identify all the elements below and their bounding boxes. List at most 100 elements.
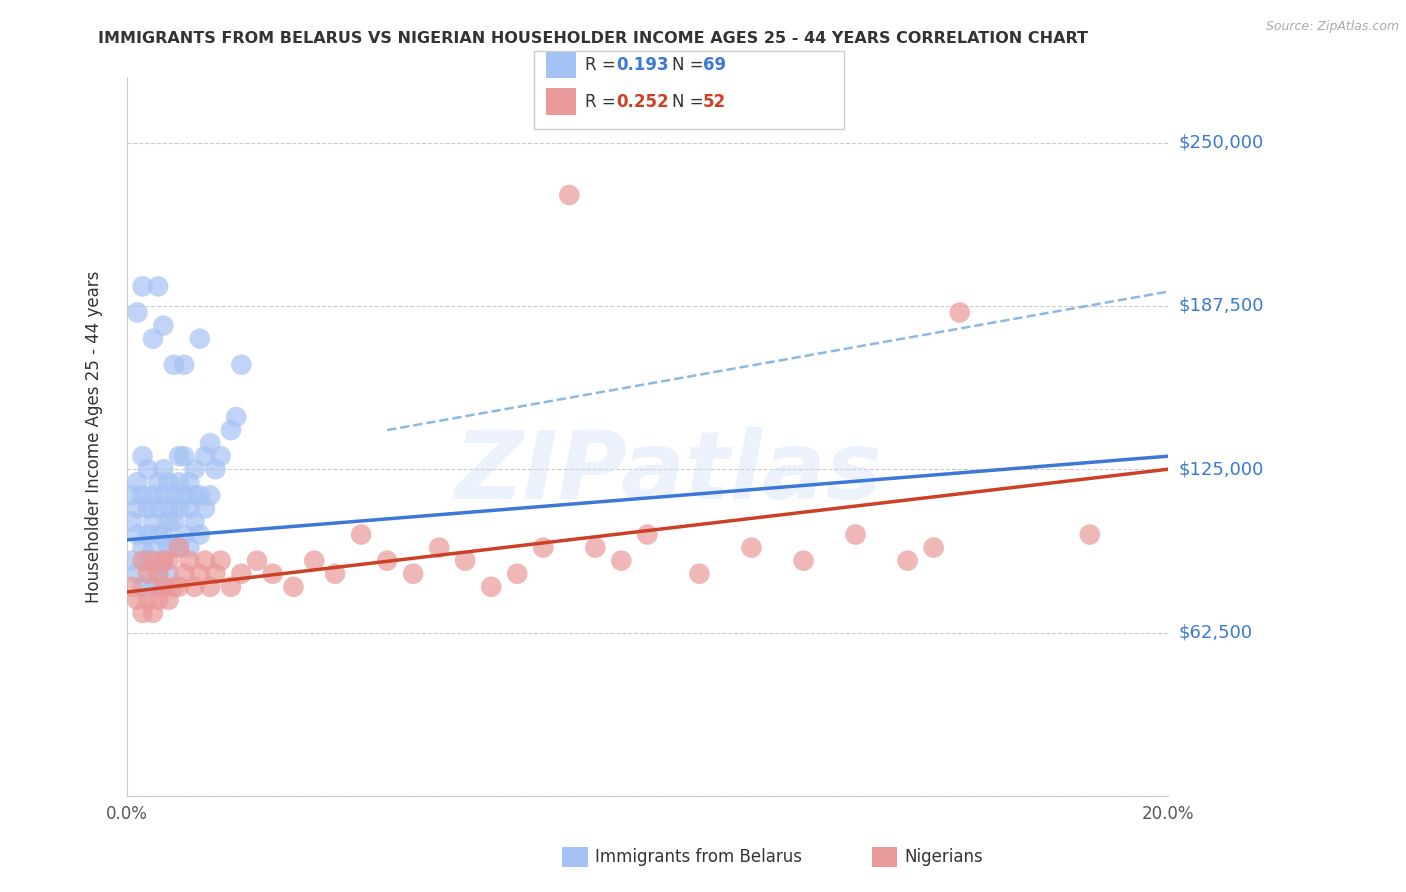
Point (375, 554, 398, 568)
Point (204, 566, 226, 581)
Point (179, 554, 201, 568)
Point (231, 566, 253, 581)
Point (146, 566, 169, 581)
Point (146, 566, 169, 581)
Point (558, 188, 581, 202)
Point (127, 475, 149, 490)
Point (350, 527, 373, 541)
Point (131, 606, 153, 620)
Point (127, 592, 149, 607)
Point (179, 475, 201, 490)
Point (167, 449, 190, 463)
Point (583, 541, 606, 555)
Text: $125,000: $125,000 (1180, 460, 1264, 478)
Point (152, 462, 174, 476)
Point (127, 305, 149, 319)
Point (688, 566, 710, 581)
Point (198, 488, 221, 502)
Point (173, 566, 195, 581)
Text: $250,000: $250,000 (1180, 134, 1264, 152)
Point (136, 592, 159, 607)
Point (142, 580, 165, 594)
Point (427, 541, 450, 555)
Text: Nigerians: Nigerians (904, 848, 983, 866)
Point (922, 541, 945, 555)
Point (194, 554, 217, 568)
Point (142, 332, 165, 346)
Point (131, 449, 153, 463)
Point (136, 554, 159, 568)
Point (167, 541, 190, 555)
Point (163, 488, 186, 502)
Point (304, 554, 326, 568)
Point (131, 279, 153, 293)
Point (636, 527, 658, 541)
Point (246, 554, 269, 568)
Point (323, 566, 346, 581)
Point (173, 358, 195, 372)
Point (142, 554, 165, 568)
Point (121, 488, 143, 502)
Text: 52: 52 (703, 93, 725, 111)
Point (131, 554, 153, 568)
Point (142, 606, 165, 620)
Point (152, 318, 174, 333)
Point (231, 358, 253, 372)
Point (1078, 527, 1101, 541)
Text: N =: N = (672, 56, 709, 74)
Point (949, 305, 972, 319)
Point (173, 527, 195, 541)
Point (209, 449, 232, 463)
Point (136, 566, 159, 581)
Point (127, 566, 149, 581)
Point (479, 580, 502, 594)
Point (136, 501, 159, 516)
Point (188, 332, 211, 346)
Point (131, 580, 153, 594)
Point (157, 541, 180, 555)
Text: N =: N = (672, 93, 709, 111)
Point (142, 554, 165, 568)
Point (152, 488, 174, 502)
Point (146, 279, 169, 293)
Text: IMMIGRANTS FROM BELARUS VS NIGERIAN HOUSEHOLDER INCOME AGES 25 - 44 YEARS CORREL: IMMIGRANTS FROM BELARUS VS NIGERIAN HOUS… (98, 31, 1088, 46)
Point (152, 527, 174, 541)
Y-axis label: Householder Income Ages 25 - 44 years: Householder Income Ages 25 - 44 years (86, 270, 103, 603)
Point (163, 515, 186, 529)
Point (198, 580, 221, 594)
Point (402, 566, 425, 581)
Point (194, 501, 217, 516)
Point (219, 580, 242, 594)
Point (188, 488, 211, 502)
Point (146, 592, 169, 607)
Point (146, 475, 169, 490)
Point (167, 580, 190, 594)
Point (219, 423, 242, 437)
Point (127, 527, 149, 541)
Point (209, 554, 232, 568)
Point (179, 541, 201, 555)
Point (121, 554, 143, 568)
Point (283, 580, 305, 594)
Text: 69: 69 (703, 56, 725, 74)
Point (173, 488, 195, 502)
Point (792, 554, 814, 568)
Point (163, 541, 186, 555)
Point (188, 527, 211, 541)
Text: R =: R = (585, 56, 621, 74)
Point (131, 488, 153, 502)
Point (146, 527, 169, 541)
Point (157, 501, 180, 516)
Point (142, 541, 165, 555)
Point (194, 449, 217, 463)
Point (610, 554, 633, 568)
Text: $187,500: $187,500 (1180, 297, 1264, 315)
Point (183, 488, 205, 502)
Point (225, 409, 247, 424)
Point (131, 541, 153, 555)
Point (845, 527, 868, 541)
Text: ZIPatlas: ZIPatlas (454, 426, 882, 518)
Point (157, 554, 180, 568)
Point (179, 501, 201, 516)
Point (152, 554, 174, 568)
